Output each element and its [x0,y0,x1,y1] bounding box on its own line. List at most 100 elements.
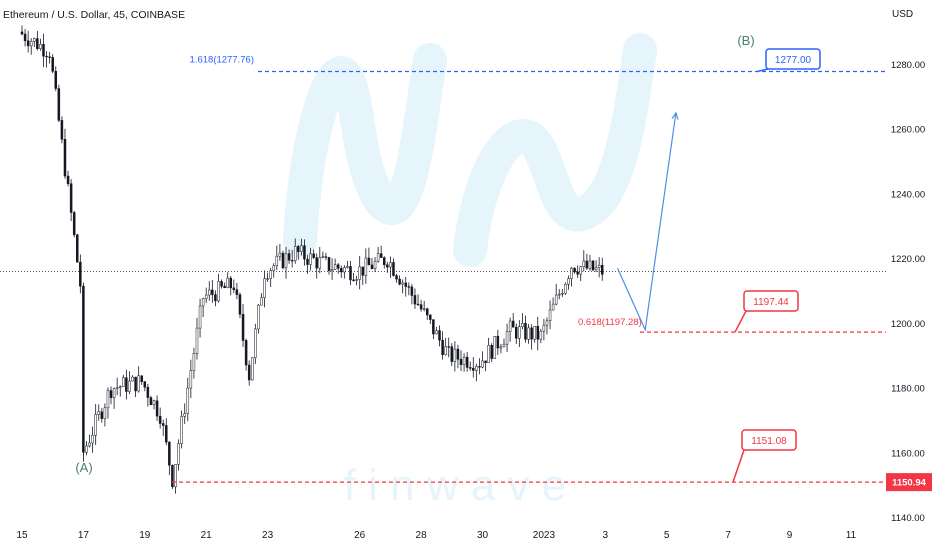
candle-body [69,183,73,213]
candle-body [521,323,524,327]
candle-body [208,289,211,296]
candle-body [318,257,322,269]
candle-body [597,264,601,268]
candle-body [217,281,220,302]
candle-body [367,257,371,266]
candle-body [220,281,223,287]
candle-body [155,400,159,417]
candle-body [204,294,208,299]
candle-body [177,443,180,465]
y-tick-label: 1160.00 [891,448,925,459]
candle-body [472,367,475,371]
candle-body [511,320,515,328]
watermark-text: f i n w a v e [344,461,567,510]
callout-1197[interactable]: 1197.44 [734,290,799,333]
candle-body [499,346,503,349]
fib-level-1618-label: 1.618(1277.76) [190,55,254,66]
candle-body [128,380,131,392]
price-axis-badge: 1150.94 [886,473,932,492]
candle-body [364,257,368,276]
wave-label-a: (A) [75,460,92,475]
candle-body [232,287,236,290]
candle-body [404,282,407,287]
candle-body [229,277,233,289]
candle-body [174,464,177,488]
candle-body [149,397,153,406]
candle-body [333,264,337,270]
callout-1151[interactable]: 1151.08 [732,429,797,483]
candle-body [39,44,42,49]
candle-body [361,266,365,276]
candle-body [582,260,586,268]
x-tick-label: 19 [139,530,151,541]
candle-body [66,175,70,184]
candle-body [263,278,266,298]
candle-body [456,348,460,360]
candle-body [23,33,27,42]
candle-body [186,387,190,414]
x-tick-label: 9 [787,530,793,541]
candle-body [33,38,36,42]
candle-body [518,326,521,339]
x-tick-label: 15 [16,530,28,541]
candle-body [82,285,85,451]
candle-body [36,38,39,49]
candle-body [542,324,546,332]
callout-1277-pointer [756,68,769,73]
candle-body [42,44,45,57]
watermark-logo [283,33,657,267]
candle-body [284,253,288,269]
chart-title: Ethereum / U.S. Dollar, 45, COINBASE [3,9,186,21]
candle-body [168,441,171,466]
candle-body [293,246,297,261]
candle-body [508,320,512,333]
x-tick-label: 7 [725,530,731,541]
candle-body [389,262,392,268]
candle-body [94,414,97,436]
candle-body [548,309,552,322]
callout-1277[interactable]: 1277.00 [756,48,821,73]
candle-body [254,328,257,358]
projection-path [617,112,677,332]
candle-body [266,278,269,280]
candle-body [524,323,527,340]
candle-body [278,252,282,257]
candle-body [103,407,107,419]
candle-body [257,304,260,330]
candle-body [355,279,358,281]
candle-body [383,257,386,266]
candle-body [413,295,417,305]
wave-label-b: (B) [737,33,754,48]
candle-body [79,261,82,287]
candle-body [60,120,64,140]
candle-body [410,286,414,296]
candle-body [192,353,196,371]
candle-body [324,256,328,258]
candle-body [484,360,487,364]
candle-body [171,464,174,488]
candle-body [321,256,325,258]
candle-body [475,366,478,371]
price-axis-badge-bg [886,473,932,492]
fib-level-0618-label: 0.618(1197.28) [578,317,642,328]
x-tick-label: 17 [78,530,90,541]
candle-body [309,253,312,265]
candle-body [272,265,275,271]
candle-body [112,388,116,398]
candle-body [358,266,361,280]
candle-body [303,245,306,260]
callout-1151-text: 1151.08 [751,436,787,447]
candle-body [275,255,279,267]
candle-body [401,282,404,285]
candle-body [576,271,579,275]
candle-body [465,356,469,368]
x-tick-label: 2023 [533,530,556,541]
watermark: f i n w a v e [283,33,657,510]
candle-body [235,289,239,295]
candle-body [441,339,444,355]
candle-body [527,327,530,340]
candle-body [539,330,543,340]
candle-body [214,294,217,302]
